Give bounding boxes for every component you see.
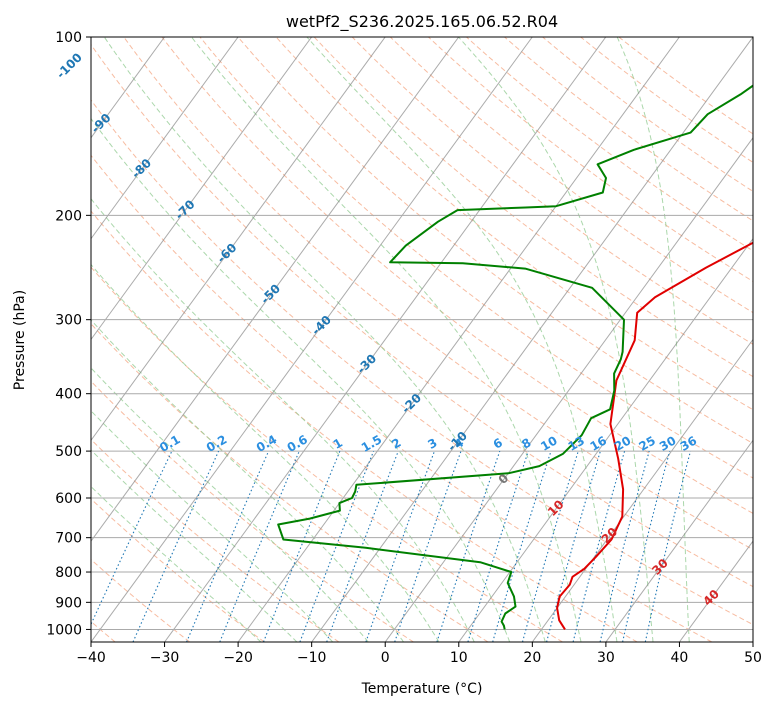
plot-area: [91, 37, 753, 642]
dry-adiabat: [199, 37, 753, 479]
moist-adiabat: [103, 37, 546, 642]
isotherm-line: [311, 37, 753, 642]
plot-frame: [90, 36, 754, 643]
mixing-ratio-line: [91, 450, 173, 626]
x-axis-label: Temperature (°C): [361, 681, 483, 697]
mixing-ratio-line: [365, 450, 436, 642]
dry-adiabat: [161, 37, 753, 514]
axes-layer: −40 −30 −20 −10 0 10 20 30 40 50 100 200 300 400 500 60…: [46, 30, 762, 666]
isotherm-line: [164, 37, 607, 642]
moist-adiabat: [91, 198, 475, 642]
mixing-ratio-line: [546, 450, 601, 642]
isotherm-line: [91, 37, 313, 341]
x-tick-label: 50: [744, 650, 762, 666]
dry-adiabat: [428, 37, 753, 282]
temperature-profile-line: [556, 241, 753, 630]
x-tick-label: 30: [597, 650, 615, 666]
plot-background: [91, 37, 753, 642]
y-tick-label: 500: [55, 444, 82, 460]
isotherm-line: [91, 37, 386, 442]
y-tick-label: 100: [55, 30, 82, 46]
moist-adiabat: [91, 449, 298, 642]
y-tick-label: 300: [55, 313, 82, 329]
mixing-ratio-line: [622, 450, 671, 642]
isotherm-line: [91, 37, 533, 642]
dry-adiabat: [91, 43, 753, 588]
x-tick-label: −10: [297, 650, 327, 666]
dry-adiabat: [91, 210, 638, 642]
moist-adiabat: [91, 319, 404, 642]
grid-layer: [91, 37, 753, 642]
y-tick-label: 900: [55, 595, 82, 611]
mixing-ratio-line: [521, 450, 579, 642]
moist-adiabat: [91, 367, 369, 642]
moist-adiabat: [91, 117, 511, 642]
dry-adiabat: [91, 498, 265, 642]
y-tick-label: 400: [55, 387, 82, 403]
y-axis-label: Pressure (hPa): [12, 290, 28, 390]
dry-adiabat: [275, 37, 753, 411]
mixing-ratio-line: [644, 450, 692, 642]
x-tick-label: 0: [381, 650, 390, 666]
dry-adiabat: [466, 37, 753, 252]
mixing-ratio-line: [219, 450, 300, 642]
mixing-ratio-line: [467, 450, 529, 642]
dry-adiabat: [237, 37, 753, 445]
isotherm-line: [605, 439, 753, 642]
mixing-ratio-line: [599, 450, 650, 642]
x-tick-label: 10: [450, 650, 468, 666]
mixing-ratio-line: [132, 450, 220, 642]
isotherm-line: [91, 37, 239, 240]
isotherm-line: [752, 641, 753, 642]
x-tick-label: 40: [671, 650, 689, 666]
mixing-ratio-line: [186, 450, 270, 642]
dewpoint-profile-line: [277, 84, 753, 630]
dry-adiabat: [91, 154, 713, 642]
y-tick-label: 700: [55, 531, 82, 547]
moist-adiabat: [458, 37, 654, 642]
mixing-ratio-line: [394, 450, 462, 642]
y-tick-label: 600: [55, 491, 82, 507]
dry-adiabat: [123, 37, 753, 551]
y-tick-label: 800: [55, 565, 82, 581]
mixing-ratio-line: [436, 450, 501, 642]
isotherm-label: -100: [54, 50, 85, 81]
y-tick-label: 200: [55, 208, 82, 224]
moist-adiabat: [191, 37, 582, 642]
isotherm-line: [458, 237, 753, 642]
series-layer: [277, 84, 753, 630]
mixing-ratio-line: [572, 450, 626, 642]
y-tick-label: 1000: [46, 622, 82, 638]
dry-adiabat: [91, 323, 489, 642]
x-tick-label: −20: [223, 650, 253, 666]
chart-title: wetPf2_S236.2025.165.06.52.R04: [286, 12, 558, 32]
dry-adiabat: [580, 37, 753, 163]
moist-adiabat: [91, 410, 334, 642]
moist-adiabat: [616, 37, 690, 642]
moist-adiabat: [91, 263, 440, 642]
x-tick-label: −40: [76, 650, 106, 666]
moist-adiabat: [306, 37, 618, 642]
isotherm-line: [237, 37, 680, 642]
x-tick-label: 20: [523, 650, 541, 666]
dry-adiabat: [504, 37, 753, 222]
dry-adiabat: [389, 37, 753, 314]
dry-adiabat: [351, 37, 753, 345]
dry-adiabat: [91, 266, 563, 642]
dry-adiabat: [91, 99, 753, 626]
mixing-ratio-line: [492, 450, 552, 642]
dry-adiabat: [313, 37, 753, 378]
isotherm-line: [91, 37, 460, 542]
x-tick-label: −30: [150, 650, 180, 666]
dry-adiabat: [91, 438, 340, 642]
